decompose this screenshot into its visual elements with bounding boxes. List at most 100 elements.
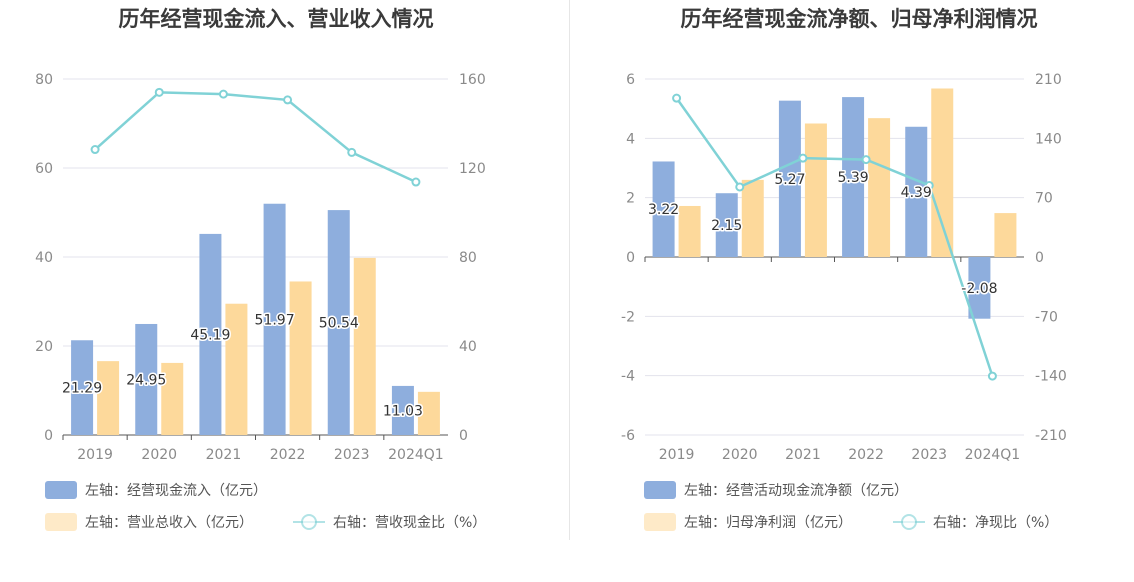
bar-secondary	[678, 205, 701, 257]
y-right-tick-label: -70	[1035, 309, 1058, 325]
y-right-tick-label: 80	[459, 250, 477, 266]
bar-primary	[199, 233, 222, 435]
bar-secondary	[804, 123, 827, 257]
x-tick-label: 2023	[911, 447, 947, 463]
y-right-tick-label: 40	[459, 339, 477, 355]
bar-primary	[71, 340, 94, 435]
y-left-tick-label: -4	[621, 369, 635, 385]
legend-swatch-secondary	[45, 513, 77, 531]
bar-data-label: 24.95	[126, 372, 166, 388]
bar-primary	[135, 323, 158, 435]
bar-primary	[842, 97, 865, 257]
x-tick-label: 2021	[785, 447, 821, 463]
y-right-tick-label: 70	[1035, 191, 1053, 207]
ratio-point	[90, 145, 100, 155]
bar-secondary	[741, 179, 764, 257]
legend-swatch-primary	[45, 481, 77, 499]
y-right-tick-label: 0	[459, 428, 468, 444]
bar-data-label: 5.27	[774, 172, 805, 188]
legend-label-primary: 左轴：经营现金流入（亿元）	[85, 483, 267, 499]
y-left-tick-label: 0	[44, 428, 53, 444]
ratio-point	[924, 180, 934, 190]
bar-secondary	[868, 118, 891, 257]
y-left-tick-label: 6	[626, 72, 635, 88]
ratio-point	[735, 182, 745, 192]
ratio-point	[672, 93, 682, 103]
bar-data-label: 51.97	[255, 312, 295, 328]
ratio-point	[798, 153, 808, 163]
bar-data-label: 5.39	[837, 170, 868, 186]
y-left-tick-label: 40	[35, 250, 53, 266]
legend-label-line: 右轴：营收现金比（%）	[333, 515, 486, 531]
bar-primary	[391, 385, 414, 435]
y-left-tick-label: 80	[35, 72, 53, 88]
x-tick-label: 2024Q1	[965, 447, 1021, 463]
panel-divider	[569, 0, 570, 540]
bar-primary	[905, 126, 928, 257]
bar-primary	[968, 257, 991, 319]
y-left-tick-label: -2	[621, 309, 635, 325]
ratio-line	[675, 97, 994, 377]
bar-data-label: 21.29	[62, 381, 102, 397]
x-tick-label: 2022	[270, 447, 306, 463]
y-left-tick-label: 0	[626, 250, 635, 266]
bar-data-label: -2.08	[961, 281, 997, 297]
bar-secondary	[931, 88, 954, 257]
x-tick-label: 2022	[848, 447, 884, 463]
chart-title: 历年经营现金流净额、归母净利润情况	[681, 7, 1038, 31]
y-left-tick-label: 20	[35, 339, 53, 355]
legend-swatch-line-marker	[901, 514, 917, 530]
legend-label-line: 右轴：净现比（%）	[933, 515, 1058, 531]
y-right-tick-label: 210	[1035, 72, 1062, 88]
y-right-tick-label: 0	[1035, 250, 1044, 266]
chart-title: 历年经营现金流入、营业收入情况	[119, 7, 434, 31]
bar-data-label: 2.15	[711, 218, 742, 234]
legend-label-primary: 左轴：经营活动现金流净额（亿元）	[684, 483, 908, 499]
bar-primary	[327, 210, 350, 435]
bar-secondary	[353, 257, 376, 435]
legend-label-secondary: 左轴：营业总收入（亿元）	[85, 515, 253, 531]
bar-primary	[263, 203, 286, 435]
x-tick-label: 2019	[659, 447, 695, 463]
bar-data-label: 45.19	[190, 327, 230, 343]
ratio-point	[283, 95, 293, 105]
y-left-tick-label: 60	[35, 161, 53, 177]
bar-primary	[652, 161, 675, 257]
cashflow-inflow-revenue-chart: 历年经营现金流入、营业收入情况 0 0 20 40 40 80 60 120 80 160 2019…	[35, 7, 486, 531]
ratio-point	[411, 177, 421, 187]
net-cashflow-profit-chart: 历年经营现金流净额、归母净利润情况 -6 -210 -4 -140 -2 -70 0 0 2 70…	[621, 7, 1067, 531]
legend-label-secondary: 左轴：归母净利润（亿元）	[684, 514, 852, 531]
x-tick-label: 2021	[206, 447, 242, 463]
x-tick-label: 2024Q1	[388, 447, 444, 463]
bar-data-label: 4.39	[901, 185, 932, 201]
y-right-tick-label: 160	[459, 72, 486, 88]
legend-swatch-line-marker	[301, 514, 317, 530]
bar-primary	[715, 193, 738, 257]
ratio-point	[347, 147, 357, 157]
bar-secondary	[97, 361, 120, 435]
bar-secondary	[289, 281, 312, 435]
y-left-tick-label: 2	[626, 191, 635, 207]
y-right-tick-label: -210	[1035, 428, 1067, 444]
x-tick-label: 2023	[334, 447, 370, 463]
bar-secondary	[994, 213, 1017, 257]
x-tick-label: 2020	[141, 447, 177, 463]
bar-primary	[778, 100, 801, 257]
x-tick-label: 2020	[722, 447, 758, 463]
y-right-tick-label: 140	[1035, 131, 1062, 147]
y-left-tick-label: 4	[626, 131, 635, 147]
bar-data-label: 3.22	[648, 202, 679, 218]
ratio-point	[987, 371, 997, 381]
bar-secondary	[417, 391, 440, 435]
y-left-tick-label: -6	[621, 428, 635, 444]
ratio-point	[154, 87, 164, 97]
y-right-tick-label: -140	[1035, 369, 1067, 385]
bar-secondary	[225, 303, 248, 435]
bar-data-label: 50.54	[319, 316, 359, 332]
y-right-tick-label: 120	[459, 161, 486, 177]
ratio-point	[218, 89, 228, 99]
x-tick-label: 2019	[77, 447, 113, 463]
ratio-line	[94, 91, 417, 184]
bar-data-label: 11.03	[383, 403, 423, 419]
